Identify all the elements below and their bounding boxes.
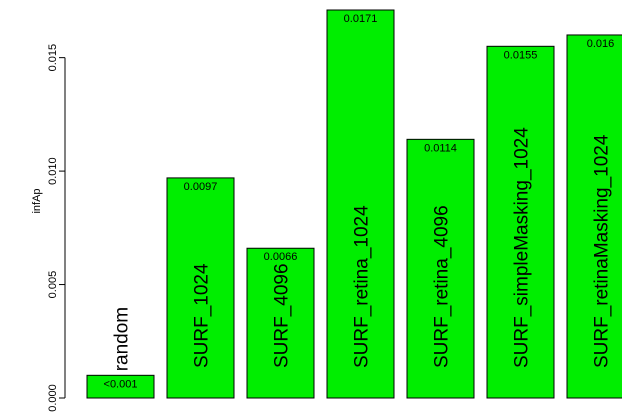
bar-surf-simplemasking-1024 bbox=[486, 45, 555, 399]
bar-category-label: SURF_1024 bbox=[192, 263, 213, 368]
y-axis-label: infAp bbox=[31, 188, 43, 213]
bar-surf-4096 bbox=[246, 247, 315, 399]
bar-surf-1024 bbox=[166, 177, 235, 399]
bar-random bbox=[86, 374, 155, 399]
y-tick-label: 0.010 bbox=[47, 157, 59, 185]
bar-category-label: SURF_retina_4096 bbox=[432, 205, 453, 368]
y-tick-label: 0.000 bbox=[47, 384, 59, 412]
bar-value-label: 0.0114 bbox=[424, 142, 457, 154]
bar-value-label: 0.016 bbox=[587, 38, 615, 50]
bar-value-label: 0.0155 bbox=[504, 49, 538, 61]
y-tick-label: 0.005 bbox=[47, 271, 59, 299]
bar-value-label: 0.0171 bbox=[344, 13, 378, 25]
bar-value-label: <0.001 bbox=[104, 378, 138, 390]
y-tick-label: 0.015 bbox=[47, 44, 59, 72]
bars: <0.001 random 0.0097 SURF_1024 0.0066SURF_40… bbox=[86, 9, 622, 399]
bar-surf-retina-4096 bbox=[406, 138, 475, 399]
bar-category-label: SURF_retina_1024 bbox=[352, 205, 373, 368]
bar-value-label: 0.0097 bbox=[184, 181, 218, 193]
y-axis: 0.000 0.005 0.010 0.015 bbox=[47, 44, 66, 412]
bar-category-label: SURF_retinaMasking_1024 bbox=[592, 134, 613, 368]
bar-value-label: 0.0066 bbox=[264, 251, 298, 263]
bar-category-label: SURF_simpleMasking_1024 bbox=[512, 127, 533, 368]
bar-category-label: random bbox=[112, 307, 133, 371]
bar-surf-retina-1024 bbox=[326, 9, 395, 399]
bar-category-label: SURF_4096 bbox=[272, 263, 293, 368]
bar-surf-retinamasking-1024 bbox=[566, 34, 622, 399]
